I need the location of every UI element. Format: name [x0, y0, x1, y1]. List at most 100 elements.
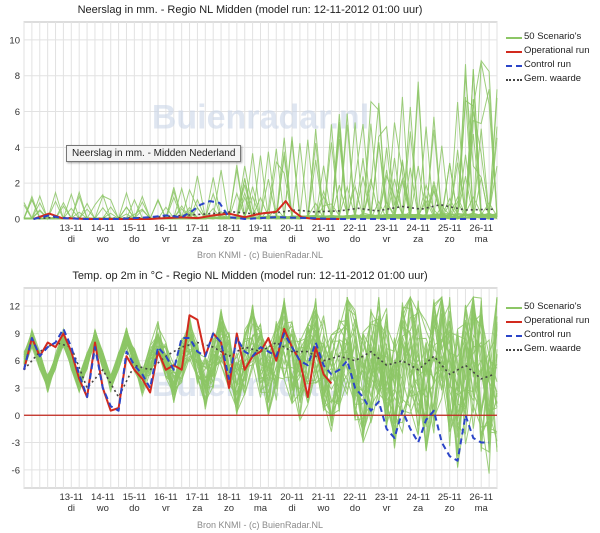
legend-item-scenarios[interactable]: 50 Scenario's	[504, 30, 589, 44]
legend-item-mean[interactable]: Gem. waarde	[504, 72, 589, 86]
x-tick-day-label: wo	[96, 503, 109, 514]
legend-swatch	[506, 349, 522, 351]
legend-item-control[interactable]: Control run	[504, 328, 589, 342]
legend-label: Gem. waarde	[524, 343, 582, 354]
x-tick-day-label: di	[68, 234, 75, 245]
chart-legend: 50 Scenario's Operational run Control ru…	[504, 30, 589, 86]
chart-title: Temp. op 2m in °C - Regio NL Midden (mod…	[72, 270, 428, 282]
y-tick-label: 8	[15, 71, 20, 82]
chart-tooltip: Neerslag in mm. - Midden Nederland	[66, 145, 242, 162]
scenario-line	[23, 297, 498, 452]
x-tick-label: 24-11	[406, 492, 430, 503]
x-tick-label: 14-11	[91, 223, 115, 234]
x-tick-label: 15-11	[123, 492, 147, 503]
temperature-chart-panel: Temp. op 2m in °C - Regio NL Midden (mod…	[0, 266, 600, 533]
x-tick-label: 16-11	[154, 492, 178, 503]
x-tick-day-label: za	[192, 503, 203, 514]
x-tick-label: 26-11	[469, 223, 493, 234]
x-tick-label: 22-11	[343, 492, 367, 503]
legend-swatch	[506, 321, 522, 323]
chart-credit: Bron KNMI - (c) BuienRadar.NL	[196, 520, 324, 530]
x-tick-label: 25-11	[438, 492, 462, 503]
scenario-line	[23, 295, 498, 449]
legend-label: 50 Scenario's	[524, 31, 582, 42]
x-tick-day-label: zo	[224, 234, 234, 245]
x-tick-day-label: wo	[316, 503, 329, 514]
x-tick-label: 14-11	[91, 492, 115, 503]
legend-swatch	[506, 51, 522, 53]
x-tick-day-label: zo	[445, 503, 455, 514]
legend-item-operational[interactable]: Operational run	[504, 314, 589, 328]
x-tick-day-label: zo	[445, 234, 455, 245]
y-tick-label: -6	[12, 465, 20, 476]
legend-swatch	[506, 335, 522, 337]
x-tick-day-label: wo	[96, 234, 109, 245]
x-tick-label: 18-11	[217, 492, 241, 503]
x-tick-day-label: vr	[162, 234, 170, 245]
chart-credit: Bron KNMI - (c) BuienRadar.NL	[196, 250, 324, 260]
x-tick-day-label: ma	[475, 503, 489, 514]
legend-item-operational[interactable]: Operational run	[504, 44, 589, 58]
legend-label: Control run	[524, 59, 571, 70]
legend-swatch	[506, 37, 522, 39]
x-tick-day-label: vr	[383, 234, 391, 245]
legend-item-scenarios[interactable]: 50 Scenario's	[504, 300, 589, 314]
x-tick-label: 23-11	[375, 223, 399, 234]
legend-label: Gem. waarde	[524, 73, 582, 84]
chart-legend: 50 Scenario's Operational run Control ru…	[504, 300, 589, 356]
control-run-line	[33, 200, 494, 220]
x-tick-day-label: ma	[475, 234, 489, 245]
mean-value-line	[23, 341, 495, 398]
x-tick-day-label: zo	[224, 503, 234, 514]
x-tick-day-label: do	[350, 234, 361, 245]
x-tick-day-label: za	[192, 234, 203, 245]
temperature-chart: -6-3036912Buienradar.nl13-11di14-11wo15-…	[9, 287, 498, 514]
x-tick-label: 26-11	[469, 492, 493, 503]
watermark: Buienradar.nl	[152, 99, 369, 137]
x-tick-day-label: za	[413, 234, 424, 245]
x-tick-label: 22-11	[343, 223, 367, 234]
y-tick-label: 0	[15, 215, 20, 226]
x-tick-label: 24-11	[406, 223, 430, 234]
y-tick-label: 12	[9, 302, 20, 313]
y-tick-label: 4	[15, 143, 20, 154]
x-tick-label: 20-11	[280, 492, 304, 503]
x-tick-label: 23-11	[375, 492, 399, 503]
x-tick-label: 20-11	[280, 223, 304, 234]
x-tick-day-label: di	[68, 503, 75, 514]
chart-title: Neerslag in mm. - Regio NL Midden (model…	[77, 4, 423, 16]
y-tick-label: 6	[15, 107, 20, 118]
legend-item-control[interactable]: Control run	[504, 58, 589, 72]
x-tick-day-label: di	[288, 234, 295, 245]
legend-swatch	[506, 65, 522, 67]
legend-swatch	[506, 79, 522, 81]
x-tick-day-label: do	[350, 503, 361, 514]
x-tick-day-label: ma	[254, 503, 268, 514]
y-tick-label: 10	[9, 35, 20, 46]
x-tick-day-label: do	[129, 234, 140, 245]
x-tick-label: 15-11	[123, 223, 147, 234]
legend-label: Operational run	[524, 315, 590, 326]
x-tick-label: 19-11	[249, 492, 273, 503]
x-tick-day-label: vr	[383, 503, 391, 514]
x-tick-label: 19-11	[249, 223, 273, 234]
legend-label: 50 Scenario's	[524, 301, 582, 312]
x-tick-day-label: do	[129, 503, 140, 514]
x-tick-label: 17-11	[186, 223, 210, 234]
operational-run-line	[33, 200, 340, 220]
x-tick-label: 13-11	[60, 492, 84, 503]
legend-swatch	[506, 307, 522, 309]
y-tick-label: 6	[15, 356, 20, 367]
x-tick-label: 21-11	[312, 223, 336, 234]
x-tick-day-label: vr	[162, 503, 170, 514]
x-tick-label: 17-11	[186, 492, 210, 503]
x-tick-label: 18-11	[217, 223, 241, 234]
scenario-line	[23, 295, 498, 435]
y-tick-label: -3	[12, 438, 20, 449]
y-tick-label: 3	[15, 384, 20, 395]
x-tick-day-label: ma	[254, 234, 268, 245]
scenario-lines	[23, 295, 498, 474]
y-tick-label: 9	[15, 329, 20, 340]
legend-item-mean[interactable]: Gem. waarde	[504, 342, 589, 356]
x-tick-day-label: za	[413, 503, 424, 514]
